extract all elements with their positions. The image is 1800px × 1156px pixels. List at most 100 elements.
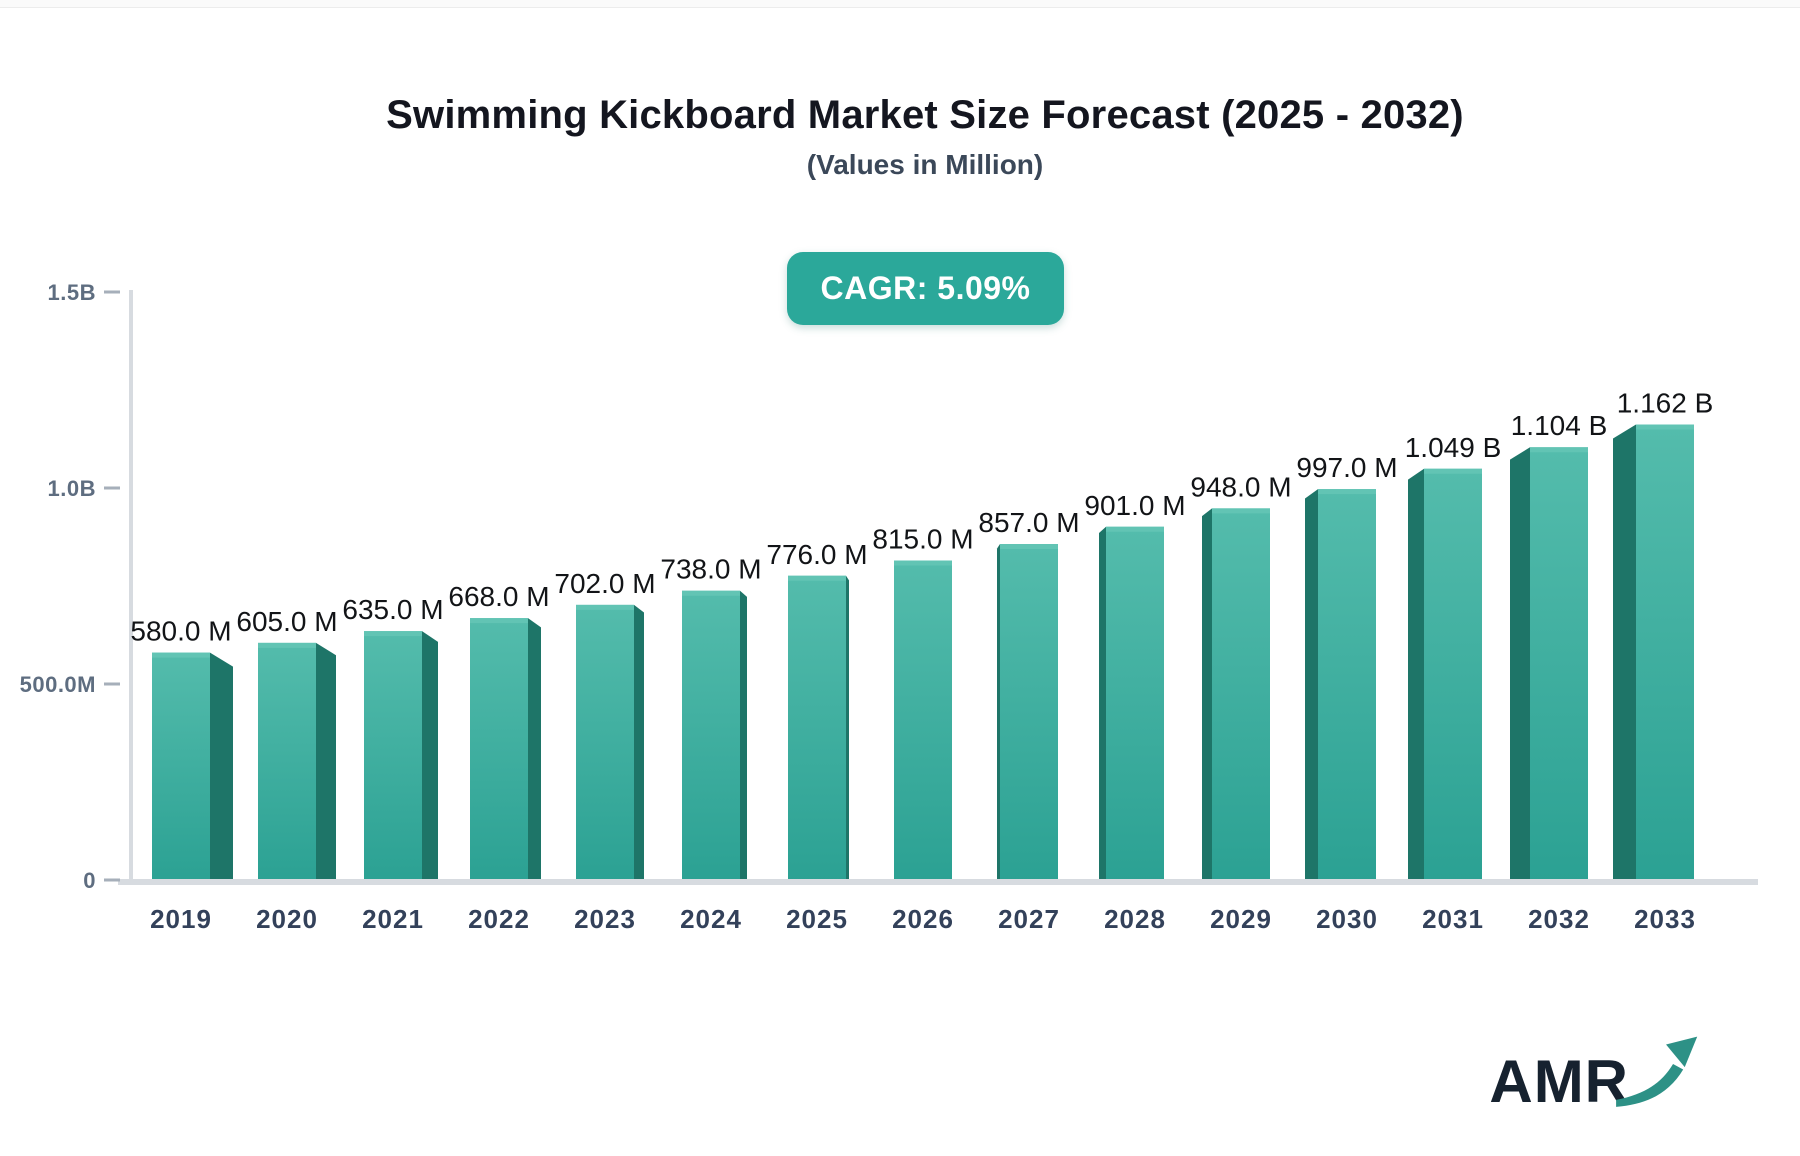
bar-top-face[interactable] — [1424, 468, 1482, 474]
bar-group-2020[interactable] — [258, 642, 336, 882]
bar-group-2030[interactable] — [1305, 489, 1376, 882]
x-axis-label-2023: 2023 — [574, 904, 636, 934]
bar-value-label: 857.0 M — [978, 507, 1079, 538]
bar-front-face[interactable] — [1212, 508, 1270, 882]
bar-side-face[interactable] — [997, 544, 1000, 882]
bar-front-face[interactable] — [364, 631, 422, 882]
bar-top-face[interactable] — [364, 631, 422, 637]
x-axis-label-2026: 2026 — [892, 904, 954, 934]
bar-top-face[interactable] — [682, 590, 740, 596]
bar-top-face[interactable] — [1636, 424, 1694, 430]
x-axis-label-2031: 2031 — [1422, 904, 1484, 934]
bar-front-face[interactable] — [788, 575, 846, 882]
bar-group-2025[interactable] — [788, 575, 849, 882]
bar-value-label: 605.0 M — [236, 606, 337, 637]
y-axis-label: 1.0B — [48, 476, 96, 501]
bar-front-face[interactable] — [470, 618, 528, 882]
bar-front-face[interactable] — [1106, 526, 1164, 882]
brand-logo-text: AMR — [1489, 1048, 1629, 1115]
bar-front-face[interactable] — [894, 560, 952, 882]
bar-side-face[interactable] — [422, 631, 438, 882]
bar-value-label: 901.0 M — [1084, 490, 1185, 521]
bar-value-label: 668.0 M — [448, 581, 549, 612]
bar-front-face[interactable] — [1636, 424, 1694, 882]
bar-front-face[interactable] — [682, 590, 740, 882]
bar-value-label: 997.0 M — [1296, 452, 1397, 483]
bar-side-face[interactable] — [1408, 468, 1424, 882]
bar-side-face[interactable] — [528, 618, 541, 882]
bar-side-face[interactable] — [210, 652, 233, 882]
bar-side-face[interactable] — [1202, 508, 1212, 882]
bar-side-face[interactable] — [634, 604, 644, 882]
bar-value-label: 1.049 B — [1405, 432, 1502, 463]
bar-side-face[interactable] — [846, 575, 849, 882]
bar-value-label: 635.0 M — [342, 594, 443, 625]
bar-group-2021[interactable] — [364, 631, 438, 882]
y-axis-label: 0 — [83, 868, 96, 893]
x-axis-label-2028: 2028 — [1104, 904, 1166, 934]
bar-front-face[interactable] — [1424, 468, 1482, 882]
bar-side-face[interactable] — [1099, 526, 1106, 882]
cagr-badge-label: CAGR: 5.09% — [820, 270, 1031, 306]
bar-value-label: 776.0 M — [766, 539, 867, 570]
bar-value-label: 948.0 M — [1190, 471, 1291, 502]
bar-front-face[interactable] — [258, 642, 316, 882]
bar-front-face[interactable] — [1530, 447, 1588, 882]
bar-group-2019[interactable] — [152, 652, 233, 882]
cagr-badge: CAGR: 5.09% — [787, 252, 1064, 325]
bar-top-face[interactable] — [1000, 544, 1058, 550]
bar-top-face[interactable] — [1318, 489, 1376, 495]
bar-top-face[interactable] — [894, 560, 952, 566]
bar-side-face[interactable] — [316, 642, 336, 882]
bar-side-face[interactable] — [1510, 447, 1530, 882]
bar-group-2023[interactable] — [576, 604, 644, 882]
y-axis-label: 1.5B — [48, 280, 96, 305]
bar-value-label: 580.0 M — [130, 616, 231, 647]
x-axis-label-2024: 2024 — [680, 904, 742, 934]
x-axis-label-2027: 2027 — [998, 904, 1060, 934]
x-axis-label-2020: 2020 — [256, 904, 318, 934]
bar-group-2024[interactable] — [682, 590, 747, 882]
bar-group-2029[interactable] — [1202, 508, 1270, 882]
x-axis-label-2032: 2032 — [1528, 904, 1590, 934]
bar-top-face[interactable] — [258, 642, 316, 648]
x-axis-label-2021: 2021 — [362, 904, 424, 934]
bar-front-face[interactable] — [1318, 489, 1376, 882]
bar-group-2032[interactable] — [1510, 447, 1588, 882]
growth-arrow-icon — [1616, 1036, 1698, 1107]
x-axis-label-2030: 2030 — [1316, 904, 1378, 934]
bar-top-face[interactable] — [1106, 526, 1164, 532]
x-axis-label-2033: 2033 — [1634, 904, 1696, 934]
brand-logo: AMR — [1489, 1032, 1705, 1112]
bar-side-face[interactable] — [740, 590, 747, 882]
bar-top-face[interactable] — [788, 575, 846, 581]
bar-side-face[interactable] — [1305, 489, 1318, 882]
bar-value-label: 1.104 B — [1511, 410, 1608, 441]
bar-group-2033[interactable] — [1613, 424, 1694, 882]
bar-group-2027[interactable] — [997, 544, 1058, 882]
x-axis-label-2022: 2022 — [468, 904, 530, 934]
x-axis-label-2019: 2019 — [150, 904, 212, 934]
bar-front-face[interactable] — [576, 604, 634, 882]
bar-value-label: 738.0 M — [660, 554, 761, 585]
bar-top-face[interactable] — [576, 604, 634, 610]
bar-top-face[interactable] — [470, 618, 528, 624]
bar-value-label: 1.162 B — [1617, 387, 1714, 418]
top-border — [0, 0, 1800, 8]
bar-side-face[interactable] — [1613, 424, 1636, 882]
bar-top-face[interactable] — [1212, 508, 1270, 514]
x-axis-label-2025: 2025 — [786, 904, 848, 934]
bar-top-face[interactable] — [1530, 447, 1588, 453]
bar-front-face[interactable] — [152, 652, 210, 882]
bar-group-2026[interactable] — [894, 560, 952, 882]
bar-group-2028[interactable] — [1099, 526, 1164, 882]
bar-group-2031[interactable] — [1408, 468, 1482, 882]
x-axis-label-2029: 2029 — [1210, 904, 1272, 934]
bar-group-2022[interactable] — [470, 618, 541, 882]
bar-top-face[interactable] — [152, 652, 210, 658]
bar-front-face[interactable] — [1000, 544, 1058, 882]
bar-value-label: 702.0 M — [554, 568, 655, 599]
y-axis-label: 500.0M — [20, 672, 96, 697]
